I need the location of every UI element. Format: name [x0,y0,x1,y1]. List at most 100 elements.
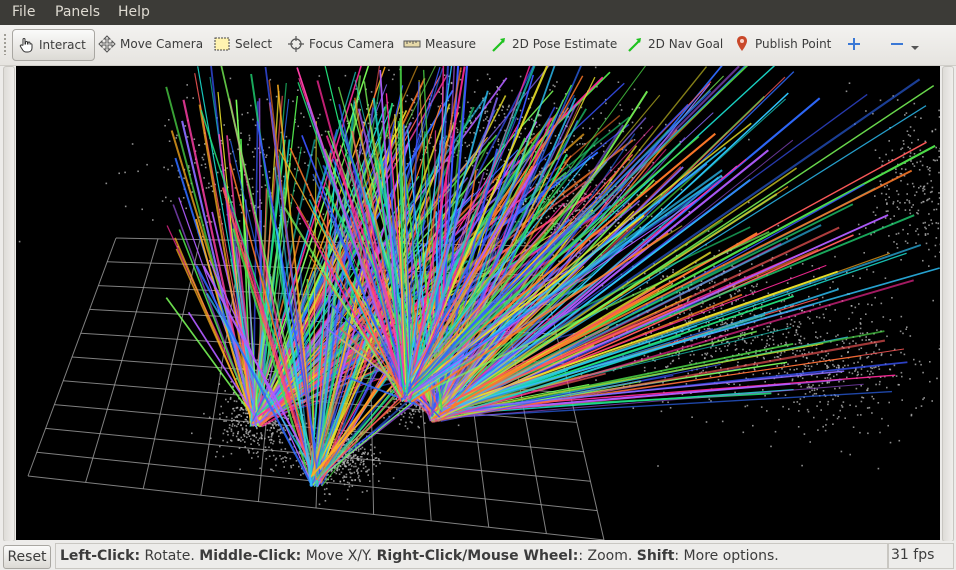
cloud-point [929,380,931,383]
remove-tool-button[interactable] [888,29,924,59]
cloud-point [715,366,717,368]
cloud-point [356,469,359,471]
cloud-point [794,353,797,356]
cloud-point [560,205,562,207]
cloud-point [400,419,402,421]
nav-goal-tool-button[interactable]: 2D Nav Goal [626,29,723,59]
cloud-point [720,323,722,326]
add-tool-button[interactable] [845,29,867,59]
select-tool-button[interactable]: Select [213,29,272,59]
3d-render-viewport[interactable] [16,66,940,540]
cloud-point [912,204,914,206]
cloud-point [847,351,849,353]
cloud-point [457,424,460,427]
cloud-point [938,116,940,118]
reset-button[interactable]: Reset [3,545,51,569]
cloud-point [558,260,560,263]
focus-camera-tool-button[interactable]: Focus Camera [287,29,394,59]
cloud-point [186,96,188,99]
menu-file[interactable]: File [12,4,36,20]
cloud-point [722,323,724,326]
cloud-point [226,167,228,169]
cloud-point [865,339,867,341]
cloud-point [270,436,273,438]
cloud-point [345,476,348,478]
cloud-point [766,342,768,345]
cloud-point [913,102,916,105]
cloud-point [245,430,247,433]
cloud-point [796,401,799,403]
cloud-point [226,430,229,433]
cloud-point [777,393,780,396]
cloud-point [885,210,888,213]
cloud-point [555,107,558,110]
cloud-point [289,438,292,441]
measure-tool-button[interactable]: Measure [403,29,476,59]
cloud-point [279,455,281,457]
interact-tool-button[interactable]: Interact [12,29,95,61]
sensor-ray [400,165,533,397]
publish-point-tool-button[interactable]: Publish Point [733,29,831,59]
cloud-point [187,165,190,167]
cloud-point [780,316,782,318]
cloud-point [668,280,671,282]
cloud-point [219,372,222,375]
cloud-point [826,418,828,421]
cloud-point [251,151,254,153]
cloud-point [389,410,391,412]
move-camera-tool-button[interactable]: Move Camera [98,29,203,59]
cloud-point [910,160,912,162]
cloud-point [273,440,275,443]
cloud-point [900,315,903,318]
cloud-point [168,119,170,121]
cloud-point [568,179,570,182]
cloud-point [541,167,543,170]
pose-estimate-tool-button[interactable]: 2D Pose Estimate [490,29,617,59]
cloud-point [660,278,662,281]
cloud-point [519,75,522,78]
cloud-point [422,410,424,412]
cloud-point [660,208,663,210]
cloud-point [930,180,932,182]
cloud-point [640,127,643,129]
cloud-point [739,384,741,386]
cloud-point [354,454,357,457]
sensor-ray [249,66,370,427]
cloud-point [596,192,599,195]
cloud-point [343,461,345,463]
cloud-point [405,125,408,128]
cloud-point [840,450,843,453]
cloud-point [679,298,682,300]
cloud-point [881,160,884,163]
cloud-point [278,440,281,443]
cloud-point [773,329,776,331]
cloud-point [364,451,366,454]
cloud-point [243,435,246,438]
menu-panels[interactable]: Panels [55,4,101,20]
cloud-point [756,283,758,285]
cloud-point [798,403,801,405]
sensor-ray [403,124,412,399]
cloud-point [484,112,486,114]
cloud-point [721,321,723,323]
cloud-point [617,210,619,212]
cloud-point [230,381,233,383]
toolbar-grip[interactable] [3,33,7,55]
cloud-point [724,336,727,339]
left-panel-handle[interactable] [3,66,15,542]
cloud-point [604,182,606,184]
cloud-point [855,368,857,371]
cloud-point [165,196,167,199]
cloud-point [742,431,745,434]
right-panel-handle[interactable] [942,66,954,542]
cloud-point [471,164,474,167]
cloud-point [829,320,831,322]
cloud-point [343,444,346,446]
cloud-point [889,218,892,220]
cloud-point [411,99,414,101]
cloud-point [408,416,411,419]
cloud-point [889,441,892,444]
menu-help[interactable]: Help [118,4,150,20]
cloud-point [279,432,282,435]
cloud-point [699,289,702,292]
